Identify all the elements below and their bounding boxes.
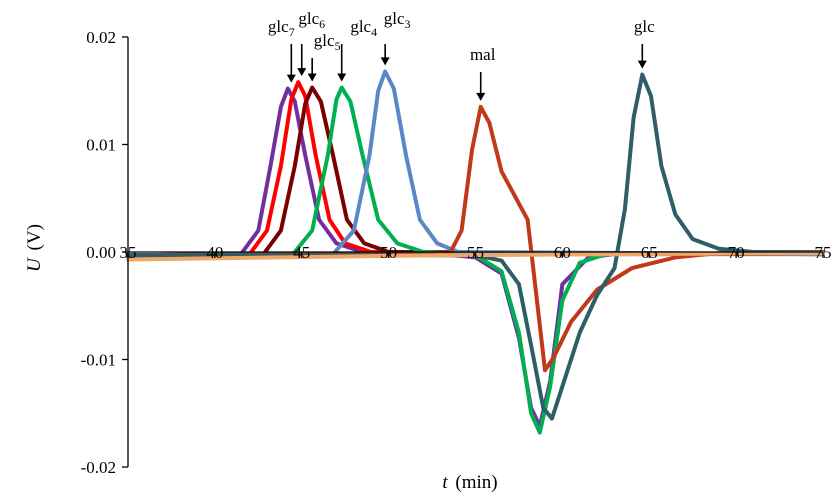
x-tick-label: 40 xyxy=(206,243,223,262)
y-tick-label: 0.02 xyxy=(86,28,116,47)
annotation-arrow-head xyxy=(476,92,486,101)
annotation-arrow-head xyxy=(637,60,647,69)
x-axis-title-symbol: t xyxy=(442,472,448,493)
x-tick-label: 55 xyxy=(467,243,484,262)
x-tick-label: 75 xyxy=(815,243,832,262)
peak-label: glc7 xyxy=(268,17,295,39)
peak-label: glc xyxy=(634,17,655,36)
x-axis-title-unit: (min) xyxy=(455,472,497,493)
peak-label: mal xyxy=(470,45,496,64)
peak-label: glc6 xyxy=(298,9,325,31)
y-tick-label: -0.01 xyxy=(81,351,116,370)
y-axis-title: U (V) xyxy=(24,224,45,272)
annotation-arrow-head xyxy=(286,74,296,83)
y-axis-title-symbol: U xyxy=(24,257,45,272)
x-tick-label: 50 xyxy=(380,243,397,262)
annotation-arrow-head xyxy=(380,57,390,66)
x-tick-label: 35 xyxy=(120,243,137,262)
series-line-5 xyxy=(126,69,825,258)
ticks-layer: -0.02 -0.01 0.00 0.01 0.02 35 40 45 50 55 60 65 70 75 xyxy=(81,28,832,477)
x-tick-label: 45 xyxy=(293,243,310,262)
annotation-arrow-head xyxy=(297,68,307,77)
series-line-7 xyxy=(126,72,825,421)
x-axis-title: t (min) xyxy=(442,472,497,493)
x-tick-label: 60 xyxy=(554,243,571,262)
annotation-arrow-head xyxy=(307,73,317,82)
peak-label: glc5 xyxy=(314,31,341,53)
peak-label: glc3 xyxy=(384,9,411,31)
x-tick-label: 70 xyxy=(728,243,745,262)
series-layer xyxy=(126,69,825,435)
series-line-2 xyxy=(126,80,825,258)
y-axis-title-unit: (V) xyxy=(24,224,45,250)
y-tick-label: 0.00 xyxy=(86,243,116,262)
series-line-3 xyxy=(126,85,825,258)
y-tick-label: 0.01 xyxy=(86,136,116,155)
peak-label: glc4 xyxy=(350,17,377,39)
x-tick-label: 65 xyxy=(641,243,658,262)
y-tick-label: -0.02 xyxy=(81,458,116,477)
annotation-arrow-head xyxy=(337,73,347,82)
series-line-8 xyxy=(126,251,825,262)
series-line-6 xyxy=(126,104,825,373)
